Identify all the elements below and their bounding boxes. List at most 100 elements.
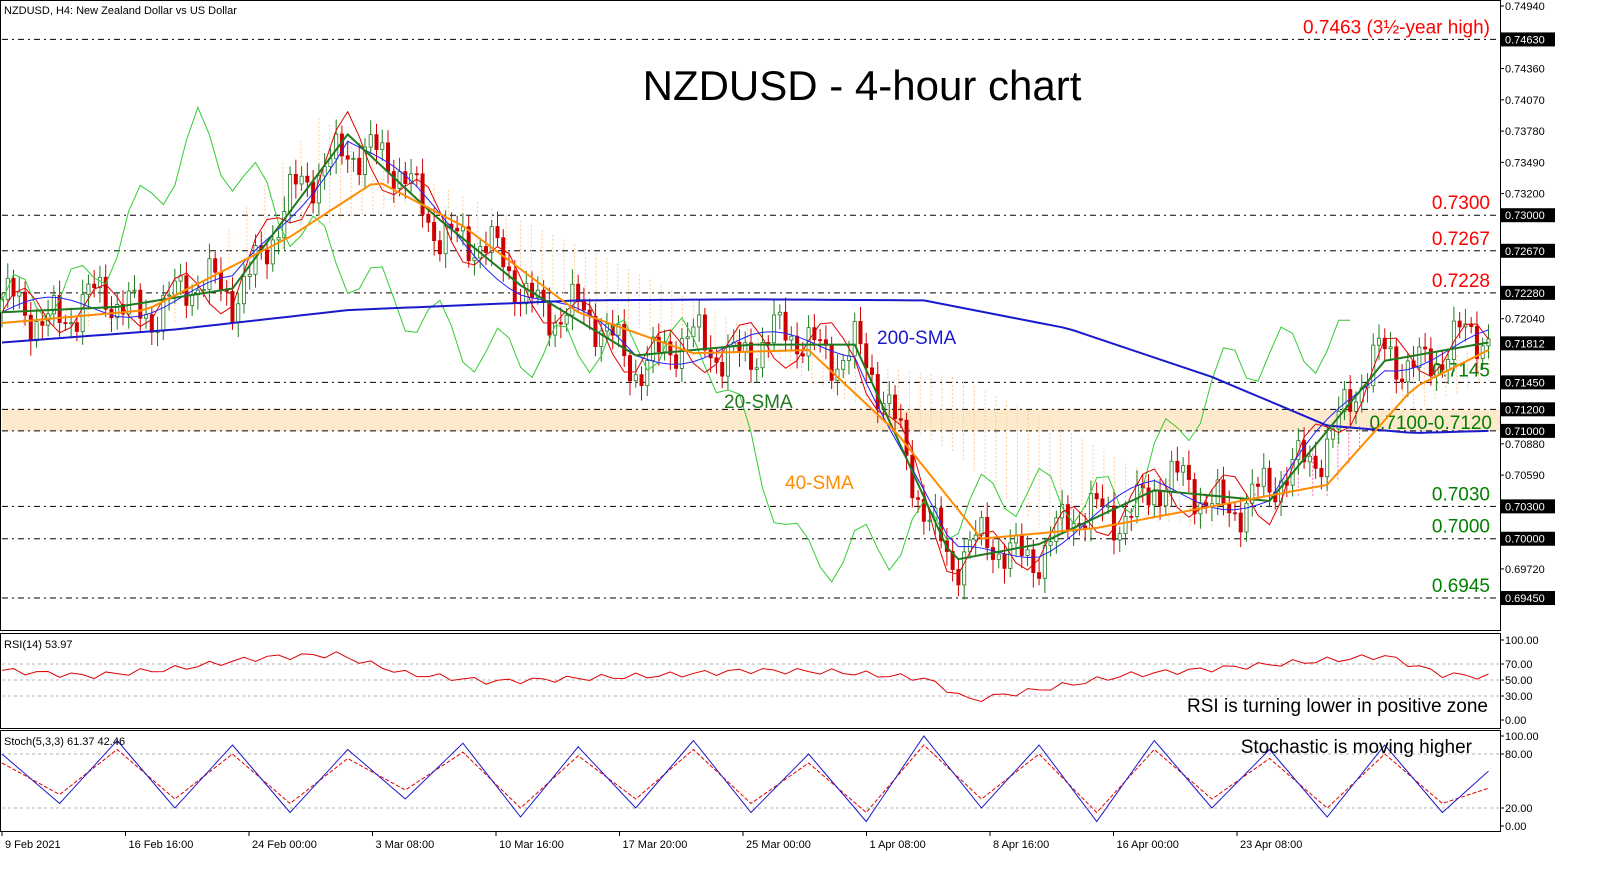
candle-body [1181, 465, 1186, 473]
candle-body [1371, 344, 1376, 387]
candle-body [783, 311, 788, 341]
candle-body [1267, 467, 1272, 493]
price-tick-label: 0.71200 [1505, 404, 1545, 416]
price-tick-badge [1501, 32, 1555, 47]
candle-body [334, 133, 339, 160]
candle-body [524, 282, 529, 305]
tenkan-line [1, 110, 1489, 576]
candle-body [172, 280, 177, 296]
candle-body [432, 221, 437, 241]
stoch-plot [1, 735, 1500, 823]
candle-body [489, 226, 494, 253]
candle-body [760, 342, 765, 369]
candle-body [1019, 534, 1024, 556]
candle-body [668, 341, 673, 356]
candle-body [1446, 359, 1451, 371]
level-label: 0.6945 [1432, 576, 1490, 597]
candle-body [893, 394, 898, 420]
sma200-label: 200-SMA [877, 328, 957, 349]
rsi-tick-label: 70.00 [1505, 659, 1533, 671]
candle-body [17, 291, 22, 297]
candle-body [74, 322, 79, 332]
candle-body [380, 142, 385, 150]
x-tick-label: 24 Feb 00:00 [252, 839, 317, 851]
candle-body [1123, 515, 1128, 535]
x-tick-label: 17 Mar 20:00 [623, 839, 688, 851]
candle-body [0, 298, 4, 313]
candle-body [437, 240, 442, 255]
candle-body [869, 367, 874, 375]
candle-body [472, 257, 477, 262]
price-tick-badge [1501, 285, 1555, 300]
candle-body [639, 374, 644, 387]
candle-body [754, 367, 759, 370]
sma20-line [1, 132, 1489, 561]
candle-body [1256, 483, 1261, 487]
sma40-label: 40-SMA [785, 473, 854, 494]
candle-body [305, 175, 310, 183]
stoch-pane-frame [0, 730, 1501, 832]
candle-body [270, 239, 275, 265]
price-tick-label: 0.72670 [1505, 246, 1545, 258]
candle-body [656, 336, 661, 353]
candle-body [1111, 505, 1116, 541]
candle-body [23, 291, 28, 316]
candle-body [495, 226, 500, 239]
candle-body [1227, 502, 1232, 514]
sma200-line [1, 298, 1489, 434]
price-tick-label: 0.70590 [1505, 470, 1545, 482]
axes: 0.74940 0.74630 0.74360 0.74070 0.73780 0.734… [1, 1, 1555, 851]
candle-body [362, 146, 367, 175]
level-label: 0.7463 (3½-year high) [1303, 17, 1490, 38]
x-tick-label: 3 Mar 08:00 [376, 839, 435, 851]
candle-body [374, 134, 379, 150]
price-tick-label: 0.74360 [1505, 64, 1545, 76]
price-tick-badge [1501, 208, 1555, 223]
candle-body [1100, 498, 1105, 507]
level-label: 0.7228 [1432, 271, 1490, 292]
price-tick-label: 0.69720 [1505, 564, 1545, 576]
candle-body [299, 175, 304, 185]
candle-body [973, 534, 978, 541]
candle-body [1307, 455, 1312, 463]
stoch-caption: Stoch(5,3,3) 61.37 42.46 [4, 736, 125, 748]
x-tick-label: 9 Feb 2021 [5, 839, 61, 851]
candle-body [616, 323, 621, 336]
price-tick-label: 0.72040 [1505, 314, 1545, 326]
candle-body [426, 213, 431, 223]
x-tick-label: 1 Apr 08:00 [870, 839, 926, 851]
candle-body [34, 321, 39, 342]
price-tick-label: 0.71000 [1505, 426, 1545, 438]
candle-body [1423, 346, 1428, 350]
price-tick-badge [1501, 336, 1555, 351]
candle-body [397, 171, 402, 189]
candle-body [80, 294, 85, 332]
candle-body [1048, 541, 1053, 546]
price-tick-label: 0.74070 [1505, 95, 1545, 107]
candle-body [939, 507, 944, 542]
candle-body [1175, 460, 1180, 473]
candle-body [1451, 320, 1456, 360]
candle-body [1244, 502, 1249, 533]
candle-body [674, 354, 679, 369]
candle-body [1117, 533, 1122, 541]
chart-title: NZDUSD - 4-hour chart [643, 62, 1082, 109]
price-tick-badge [1501, 243, 1555, 258]
stoch-tick-label: 20.00 [1505, 803, 1533, 815]
candle-body [391, 171, 396, 189]
kijun-line [1, 140, 1489, 558]
price-tick-badge [1501, 531, 1555, 546]
candle-body [351, 157, 356, 160]
price-tick-badge [1501, 423, 1555, 438]
candle-body [386, 142, 391, 172]
candle-body [288, 173, 293, 212]
rsi-tick-label: 0.00 [1505, 715, 1526, 727]
candle-body [207, 258, 212, 291]
candle-body [1296, 440, 1301, 461]
candle-body [414, 173, 419, 176]
candle-body [1158, 490, 1163, 507]
x-tick-label: 8 Apr 16:00 [993, 839, 1049, 851]
candle-body [1232, 512, 1237, 515]
candle-body [679, 338, 684, 369]
candle-body [1186, 465, 1191, 480]
